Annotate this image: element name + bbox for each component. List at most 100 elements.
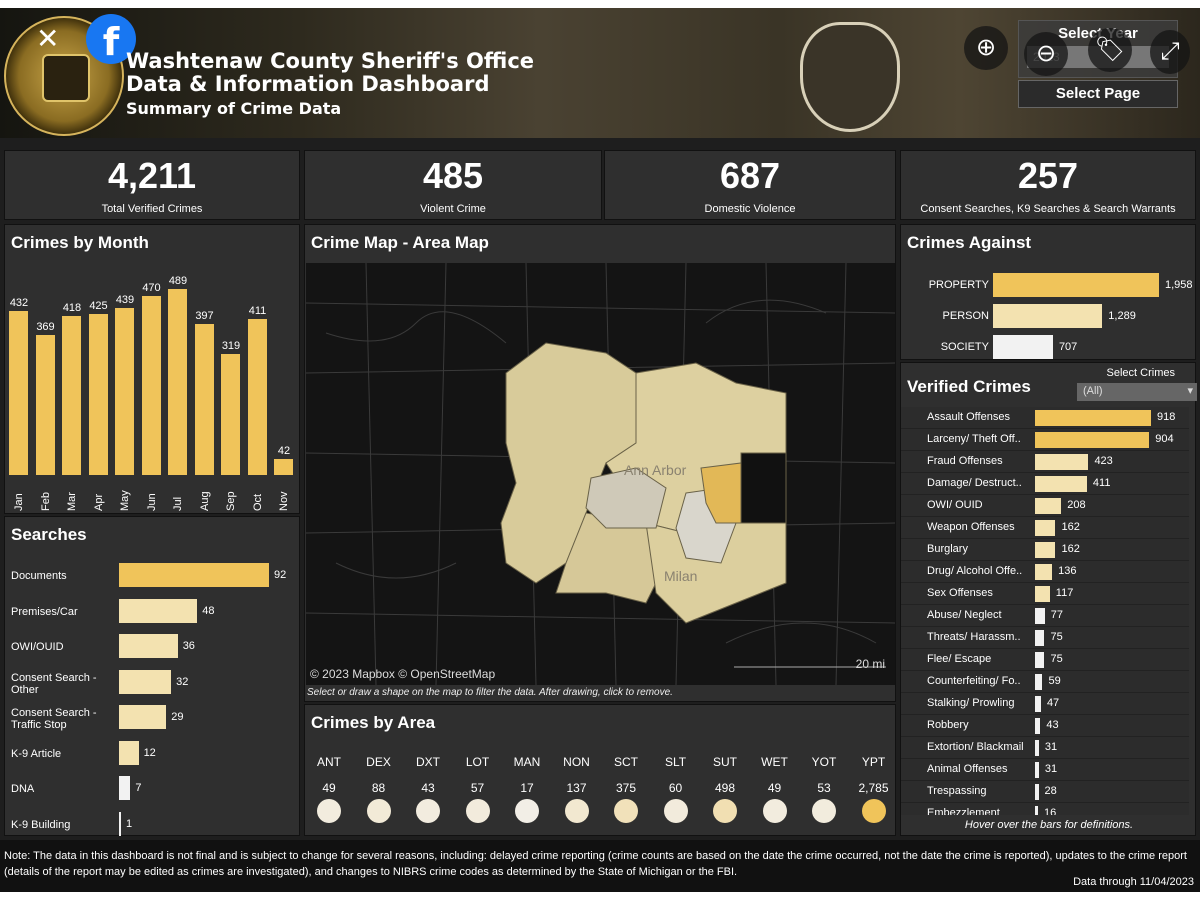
dashboard-header: ✕ f Washtenaw County Sheriff's Office Da… xyxy=(0,8,1200,138)
area-circle-mark[interactable] xyxy=(515,799,539,823)
map-scale: 20 mi xyxy=(855,657,885,671)
search-value-label: 32 xyxy=(176,675,189,688)
verified-crime-value: 43 xyxy=(1046,719,1059,731)
verified-crime-row[interactable]: Extortion/ Blackmail 31 xyxy=(901,737,1189,759)
select-page-button[interactable]: Select Page xyxy=(1018,80,1178,108)
search-bar[interactable] xyxy=(119,669,172,694)
month-value-label: 489 xyxy=(168,275,188,288)
verified-crime-bar xyxy=(1035,432,1150,448)
search-value-label: 48 xyxy=(202,604,215,617)
crimes-against-bar[interactable] xyxy=(993,304,1103,328)
area-circle-mark[interactable] xyxy=(614,799,638,823)
crime-map[interactable]: Ann Arbor Milan © 2023 Mapbox © OpenStre… xyxy=(306,263,895,685)
panel-title: Searches xyxy=(11,525,87,544)
tag-icon[interactable]: 🏷 xyxy=(1088,28,1132,72)
verified-crime-bar xyxy=(1035,476,1087,492)
area-circle-mark[interactable] xyxy=(366,799,391,823)
area-value-label: 60 xyxy=(668,781,683,795)
search-bar[interactable] xyxy=(119,634,178,658)
area-circle-mark[interactable] xyxy=(713,799,737,823)
verified-crime-row[interactable]: Trespassing 28 xyxy=(901,781,1189,803)
verified-crime-value: 918 xyxy=(1157,411,1176,423)
month-bar[interactable] xyxy=(194,324,214,475)
verified-crime-label: Sex Offenses xyxy=(927,587,993,599)
map-svg[interactable]: Ann Arbor Milan xyxy=(306,263,895,685)
month-value-label: 432 xyxy=(9,296,29,309)
verified-crime-row[interactable]: Robbery 43 xyxy=(901,715,1189,737)
expand-icon[interactable]: ⤢ xyxy=(1150,30,1190,74)
verified-crime-row[interactable]: Fraud Offenses 423 xyxy=(901,451,1189,473)
month-bar[interactable] xyxy=(168,289,187,475)
area-value-label: 17 xyxy=(520,781,534,795)
area-circle-mark[interactable] xyxy=(317,799,341,823)
verified-crime-label: Trespassing xyxy=(927,785,987,797)
verified-crime-row[interactable]: Stalking/ Prowling 47 xyxy=(901,693,1189,715)
verified-crime-row[interactable]: Sex Offenses 117 xyxy=(901,583,1189,605)
zoom-out-icon[interactable]: ⊖ xyxy=(1024,32,1068,76)
verified-crime-label: Animal Offenses xyxy=(927,763,1008,775)
sheriff-patch-image xyxy=(800,22,900,132)
area-code-label: NON xyxy=(563,755,590,769)
month-bar[interactable] xyxy=(274,459,293,475)
search-bar[interactable] xyxy=(119,705,167,729)
verified-crime-row[interactable]: OWI/ OUID 208 xyxy=(901,495,1189,517)
map-credit[interactable]: © 2023 Mapbox © OpenStreetMap xyxy=(310,667,496,681)
county-region-ann-arbor xyxy=(585,467,667,529)
verified-crime-row[interactable]: Threats/ Harassm.. 75 xyxy=(901,627,1189,649)
month-bar[interactable] xyxy=(115,308,134,475)
close-icon[interactable]: ✕ xyxy=(36,23,60,54)
verified-crime-row[interactable]: Weapon Offenses 162 xyxy=(901,517,1189,539)
area-circle-mark[interactable] xyxy=(663,799,688,823)
verified-crime-label: Larceny/ Theft Off.. xyxy=(927,433,1021,445)
verified-crime-label: OWI/ OUID xyxy=(927,499,983,511)
area-circle-mark[interactable] xyxy=(861,799,886,823)
verified-crime-row[interactable]: Assault Offenses 918 xyxy=(901,407,1189,429)
verified-crime-row[interactable]: Flee/ Escape 75 xyxy=(901,649,1189,671)
verified-crime-bar xyxy=(1035,586,1050,602)
area-circle-mark[interactable] xyxy=(465,799,490,823)
verified-crime-row[interactable]: Drug/ Alcohol Offe.. 136 xyxy=(901,561,1189,583)
verified-crime-row[interactable]: Abuse/ Neglect 77 xyxy=(901,605,1189,627)
search-bar[interactable] xyxy=(119,598,198,623)
month-bar[interactable] xyxy=(35,334,55,475)
search-value-label: 7 xyxy=(135,782,142,794)
area-circle-mark[interactable] xyxy=(564,799,589,823)
month-bar[interactable] xyxy=(141,296,161,475)
verified-crime-row[interactable]: Animal Offenses 31 xyxy=(901,759,1189,781)
month-value-label: 470 xyxy=(142,282,161,295)
area-code-label: DXT xyxy=(416,755,440,769)
month-bar[interactable] xyxy=(221,353,240,475)
area-circle-mark[interactable] xyxy=(762,799,787,823)
verified-crimes-list[interactable]: Assault Offenses 918 Larceny/ Theft Off.. 9… xyxy=(901,407,1189,815)
search-bar[interactable] xyxy=(119,776,131,800)
verified-crime-label: Embezzlement xyxy=(927,807,1000,815)
verified-crime-row[interactable]: Embezzlement 16 xyxy=(901,803,1189,815)
kpi-label: Total Verified Crimes xyxy=(101,203,203,215)
area-code-label: LOT xyxy=(465,755,490,769)
month-value-label: 319 xyxy=(221,339,241,352)
month-bar[interactable] xyxy=(9,310,28,475)
month-bar[interactable] xyxy=(62,316,81,475)
select-crimes-dropdown[interactable]: (All) ▾ xyxy=(1077,383,1197,401)
crimes-against-bar[interactable] xyxy=(993,273,1159,297)
search-bar[interactable] xyxy=(119,811,121,836)
header-title: Washtenaw County Sheriff's Office xyxy=(126,49,535,73)
verified-crime-row[interactable]: Burglary 162 xyxy=(901,539,1189,561)
crimes-against-bar[interactable] xyxy=(993,335,1053,359)
search-category-label: Consent Search - Traffic Stop xyxy=(11,707,97,731)
facebook-icon[interactable]: f xyxy=(86,14,136,64)
verified-crime-row[interactable]: Larceny/ Theft Off.. 904 xyxy=(901,429,1189,451)
verified-crime-value: 75 xyxy=(1050,631,1063,643)
month-bar[interactable] xyxy=(247,318,267,475)
panel-title: Crimes Against xyxy=(907,233,1032,252)
zoom-in-icon[interactable]: ⊕ xyxy=(964,26,1008,70)
area-circle-mark[interactable] xyxy=(416,799,440,823)
area-circle-mark[interactable] xyxy=(812,799,836,823)
hover-note: Hover over the bars for definitions. xyxy=(964,819,1134,831)
search-bar[interactable] xyxy=(119,563,269,587)
month-bar[interactable] xyxy=(88,313,108,475)
searches-panel: Searches Documents 92 Premises/Car 48 OWI/OU… xyxy=(4,516,300,836)
verified-crime-row[interactable]: Counterfeiting/ Fo.. 59 xyxy=(901,671,1189,693)
verified-crime-row[interactable]: Damage/ Destruct.. 411 xyxy=(901,473,1189,495)
search-bar[interactable] xyxy=(119,740,139,765)
